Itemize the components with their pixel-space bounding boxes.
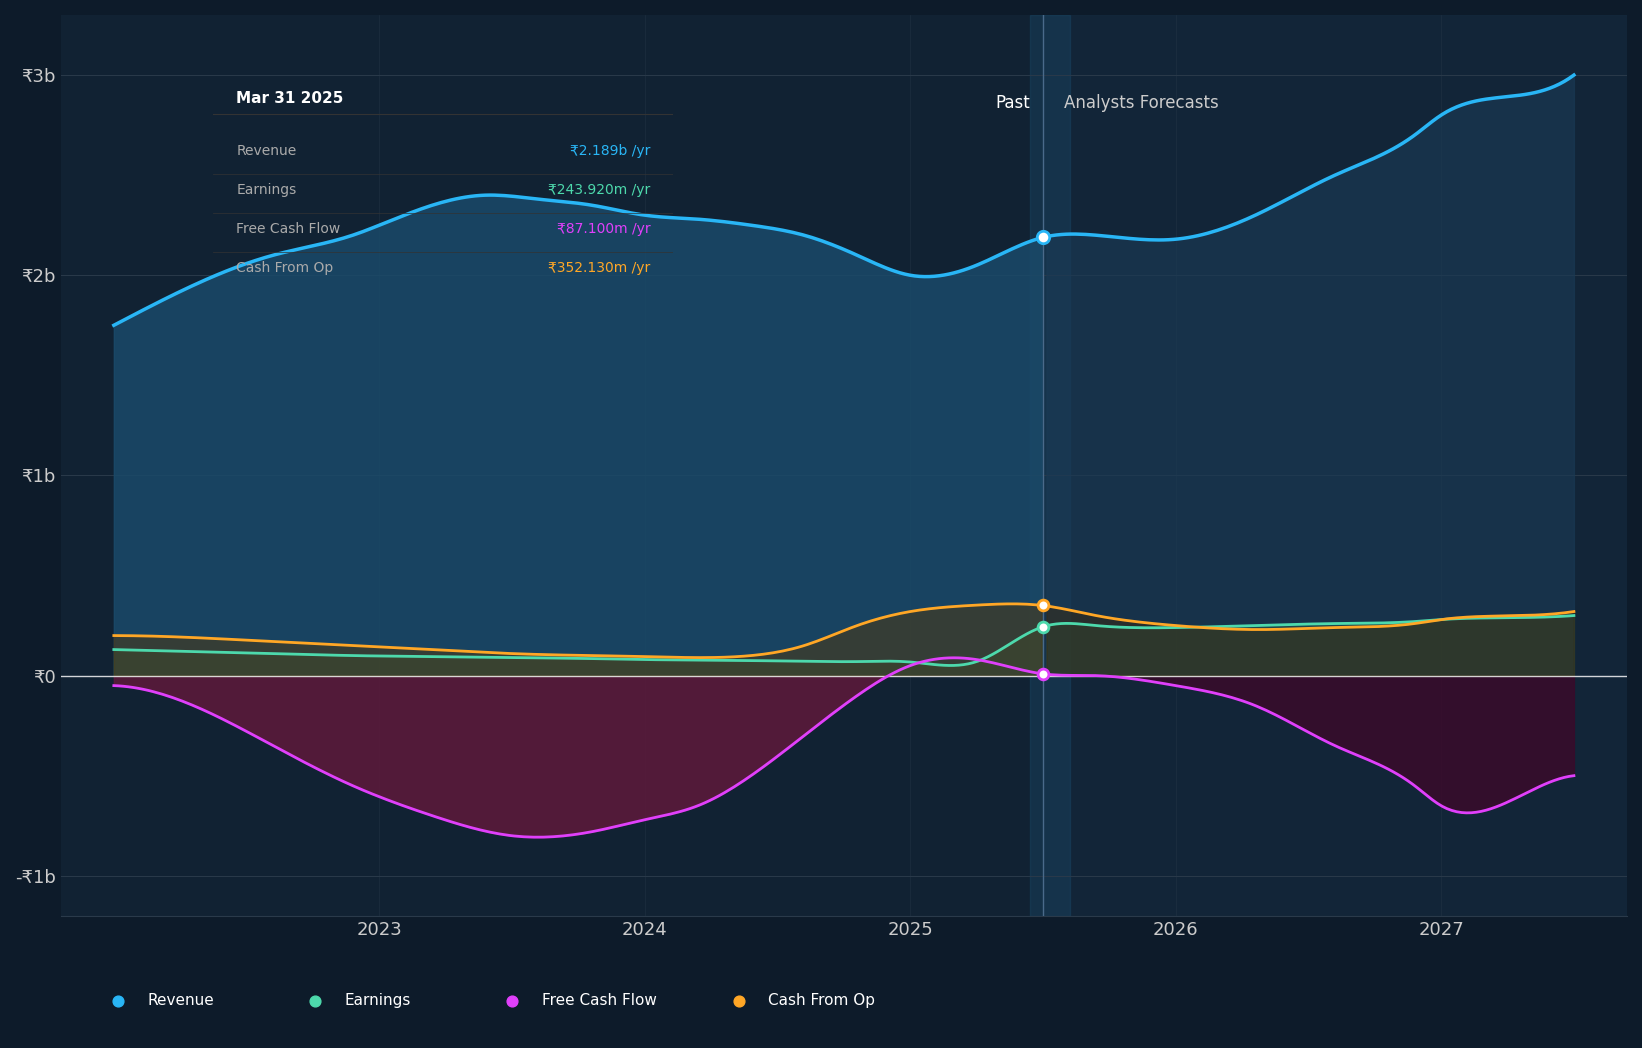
Text: ₹243.920m /yr: ₹243.920m /yr (548, 182, 650, 197)
Text: ₹87.100m /yr: ₹87.100m /yr (557, 222, 650, 236)
Text: Revenue: Revenue (236, 144, 297, 157)
Point (499, 992, 525, 1009)
Point (1030, 596, 1056, 613)
Text: Past: Past (995, 94, 1030, 112)
Point (726, 992, 752, 1009)
Text: Analysts Forecasts: Analysts Forecasts (1064, 94, 1218, 112)
Text: Earnings: Earnings (236, 182, 297, 197)
Point (1030, 618, 1056, 635)
Point (1030, 665, 1056, 682)
Text: Cash From Op: Cash From Op (236, 261, 333, 276)
Text: ₹352.130m /yr: ₹352.130m /yr (548, 261, 650, 276)
Text: Free Cash Flow: Free Cash Flow (542, 994, 657, 1008)
Text: Revenue: Revenue (148, 994, 215, 1008)
Text: ₹2.189b /yr: ₹2.189b /yr (570, 144, 650, 157)
Point (105, 992, 131, 1009)
Bar (1030, 15, 1069, 916)
Text: Earnings: Earnings (345, 994, 410, 1008)
Point (1030, 230, 1056, 246)
Text: Free Cash Flow: Free Cash Flow (236, 222, 340, 236)
Bar (1043, 15, 1627, 916)
Text: Cash From Op: Cash From Op (768, 994, 875, 1008)
Point (302, 992, 328, 1009)
Text: Mar 31 2025: Mar 31 2025 (236, 90, 343, 106)
